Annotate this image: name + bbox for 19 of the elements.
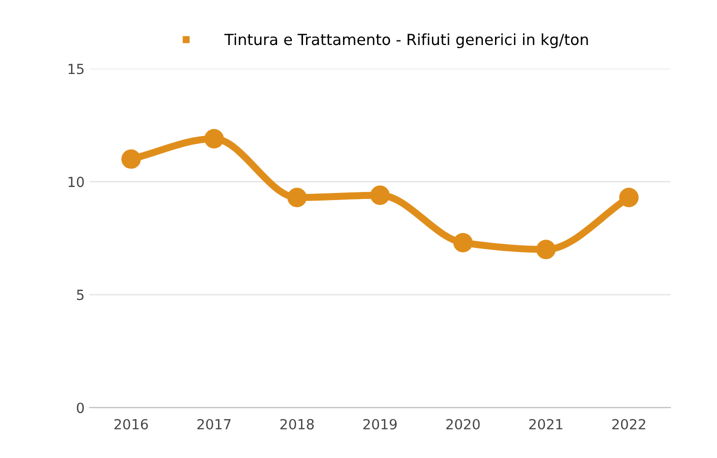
point <box>453 232 473 252</box>
point <box>536 240 556 260</box>
x-tick-label: 2021 <box>529 418 562 430</box>
legend-label: Tintura e Trattamento - Rifiuti generici in kg/ton <box>224 33 588 48</box>
x-tick-label: 2019 <box>363 418 397 430</box>
y-tick-label: 5 <box>77 290 84 300</box>
y-tick-label: 15 <box>68 64 84 74</box>
y-tick-label: 10 <box>68 176 84 188</box>
point <box>619 188 639 208</box>
point <box>121 149 141 169</box>
x-tick-label: 2017 <box>197 418 231 430</box>
point <box>204 129 224 148</box>
x-tick-label: 2016 <box>114 418 148 430</box>
y-tick-label: 0 <box>76 402 84 414</box>
x-tick-label: 2022 <box>612 418 646 430</box>
x-tick-label: 2020 <box>446 418 480 430</box>
point <box>370 186 390 205</box>
x-tick-label: 2018 <box>280 418 314 430</box>
point <box>287 188 307 208</box>
